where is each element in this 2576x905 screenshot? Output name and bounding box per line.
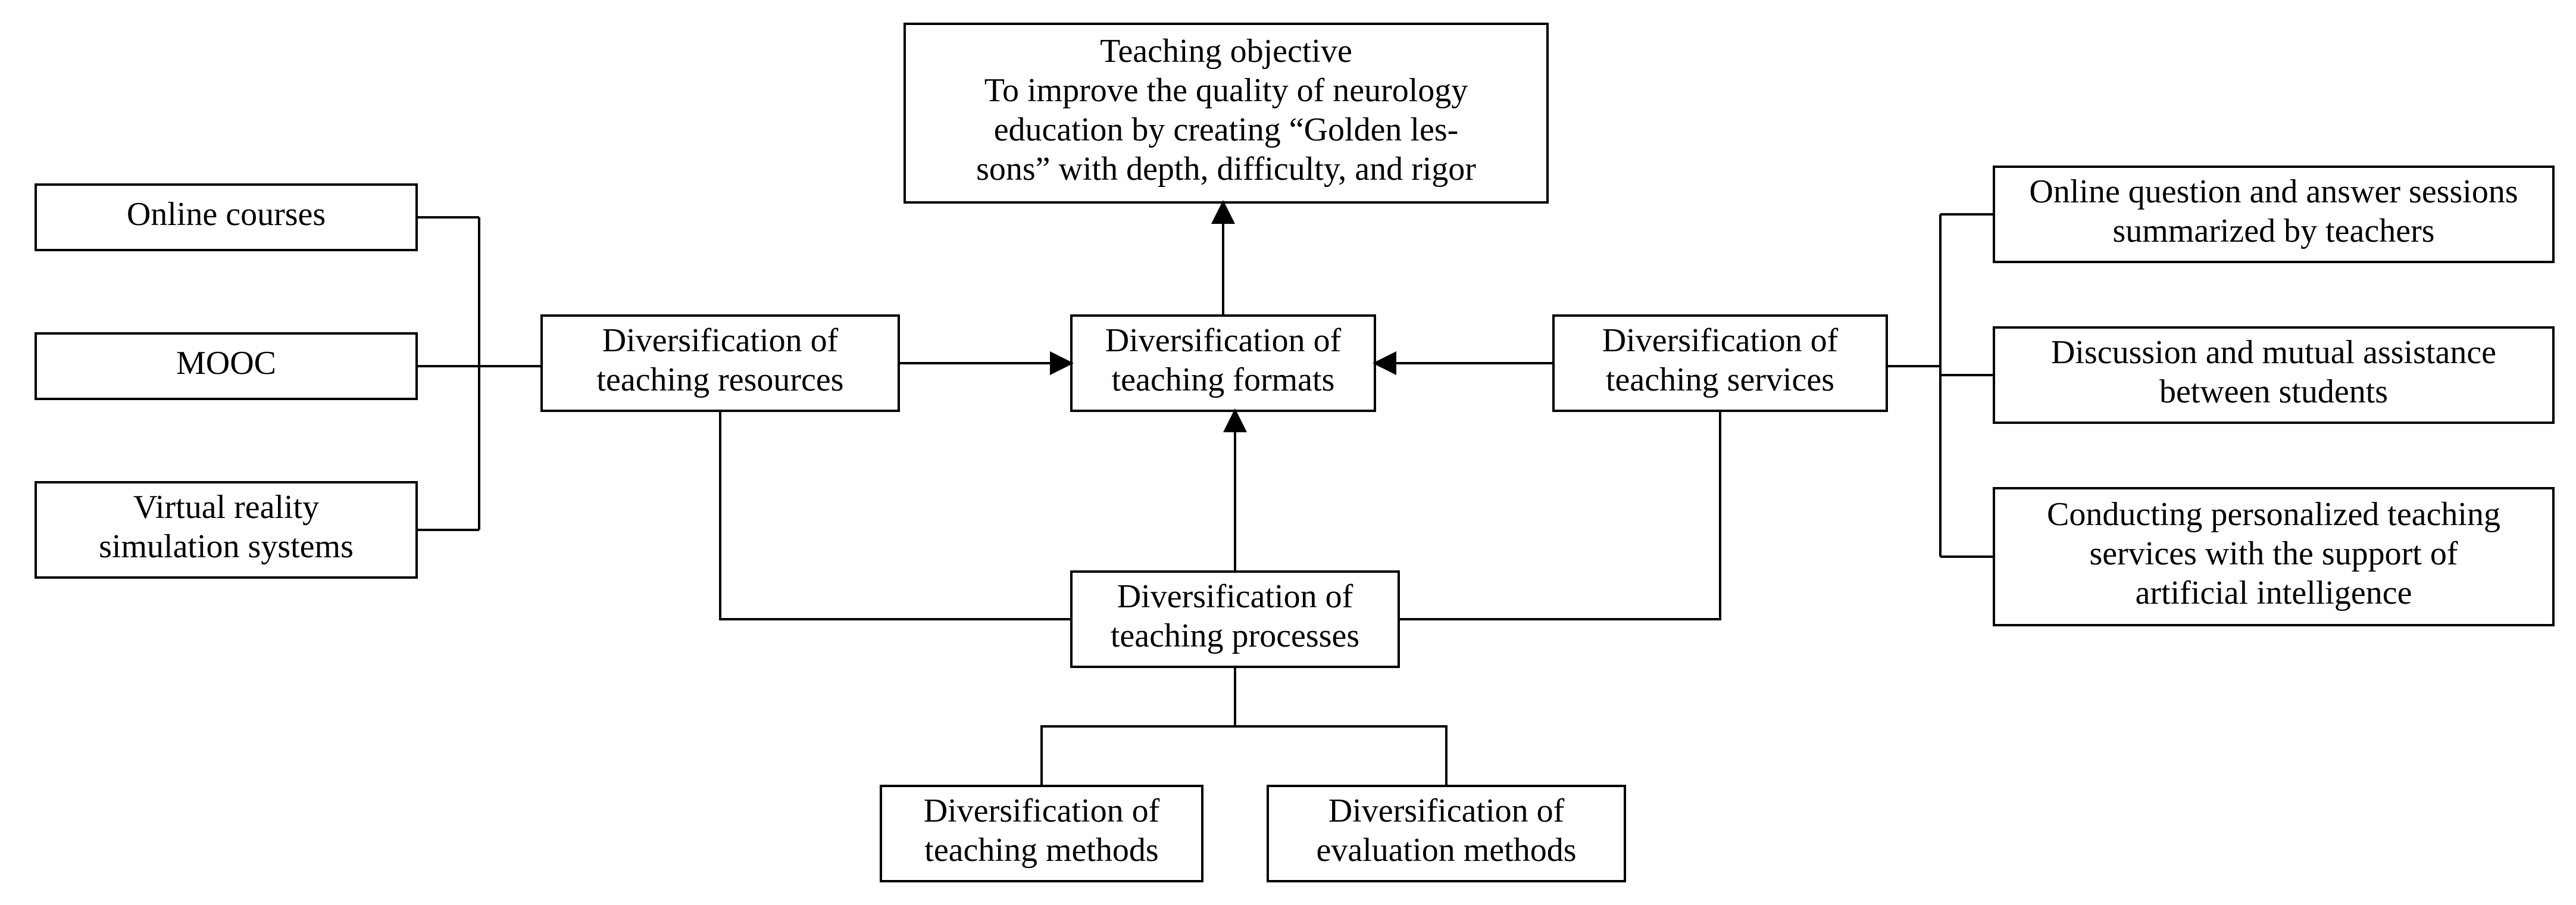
node-left_online: Online courses bbox=[36, 185, 417, 250]
node-right_qa-line-1: summarized by teachers bbox=[2112, 213, 2434, 249]
node-resources: Diversification ofteaching resources bbox=[542, 316, 899, 411]
elbow-split-teachingmethods bbox=[1042, 726, 1235, 786]
node-formats: Diversification ofteaching formats bbox=[1071, 316, 1375, 411]
node-methods_evaluation-line-0: Diversification of bbox=[1328, 792, 1565, 829]
node-left_vr: Virtual realitysimulation systems bbox=[36, 482, 417, 578]
node-resources-line-0: Diversification of bbox=[602, 322, 839, 359]
node-resources-line-1: teaching resources bbox=[596, 361, 843, 398]
node-formats-line-0: Diversification of bbox=[1105, 322, 1342, 359]
node-left_online-line-0: Online courses bbox=[127, 196, 326, 233]
node-right_ai-line-1: services with the support of bbox=[2090, 535, 2458, 572]
node-methods_evaluation-line-1: evaluation methods bbox=[1316, 832, 1576, 869]
node-left_mooc-line-0: MOOC bbox=[176, 345, 276, 382]
node-right_discussion-line-1: between students bbox=[2159, 373, 2388, 410]
node-right_ai: Conducting personalized teachingservices… bbox=[1994, 488, 2553, 625]
node-services-line-0: Diversification of bbox=[1602, 322, 1839, 359]
node-processes-line-0: Diversification of bbox=[1117, 578, 1353, 615]
node-right_qa-line-0: Online question and answer sessions bbox=[2029, 173, 2518, 210]
node-objective: Teaching objectiveTo improve the quality… bbox=[905, 24, 1548, 202]
elbow-services-processes bbox=[1399, 411, 1720, 619]
node-objective-line-0: Teaching objective bbox=[1100, 33, 1352, 70]
node-right_discussion: Discussion and mutual assistancebetween … bbox=[1994, 327, 2553, 423]
node-services-line-1: teaching services bbox=[1606, 361, 1834, 398]
node-right_discussion-line-0: Discussion and mutual assistance bbox=[2051, 334, 2496, 371]
node-processes-line-1: teaching processes bbox=[1111, 617, 1359, 654]
node-formats-line-1: teaching formats bbox=[1112, 361, 1335, 398]
node-services: Diversification ofteaching services bbox=[1553, 316, 1887, 411]
node-methods_evaluation: Diversification ofevaluation methods bbox=[1268, 786, 1625, 881]
node-right_ai-line-0: Conducting personalized teaching bbox=[2047, 496, 2500, 533]
node-objective-line-1: To improve the quality of neurology bbox=[984, 72, 1468, 109]
node-processes: Diversification ofteaching processes bbox=[1071, 572, 1399, 667]
node-left_vr-line-0: Virtual reality bbox=[133, 489, 319, 526]
node-objective-line-3: sons” with depth, difficulty, and rigor bbox=[976, 151, 1476, 188]
node-left_mooc: MOOC bbox=[36, 333, 417, 399]
elbow-resources-processes bbox=[720, 411, 1071, 619]
node-right_ai-line-2: artificial intelligence bbox=[2136, 575, 2412, 611]
node-objective-line-2: education by creating “Golden les- bbox=[994, 111, 1459, 148]
node-left_vr-line-1: simulation systems bbox=[99, 528, 354, 565]
node-methods_teaching-line-0: Diversification of bbox=[924, 792, 1160, 829]
elbow-split-evalmethods bbox=[1235, 726, 1446, 786]
node-methods_teaching: Diversification ofteaching methods bbox=[881, 786, 1202, 881]
node-methods_teaching-line-1: teaching methods bbox=[924, 832, 1158, 869]
node-right_qa: Online question and answer sessionssumma… bbox=[1994, 167, 2553, 262]
